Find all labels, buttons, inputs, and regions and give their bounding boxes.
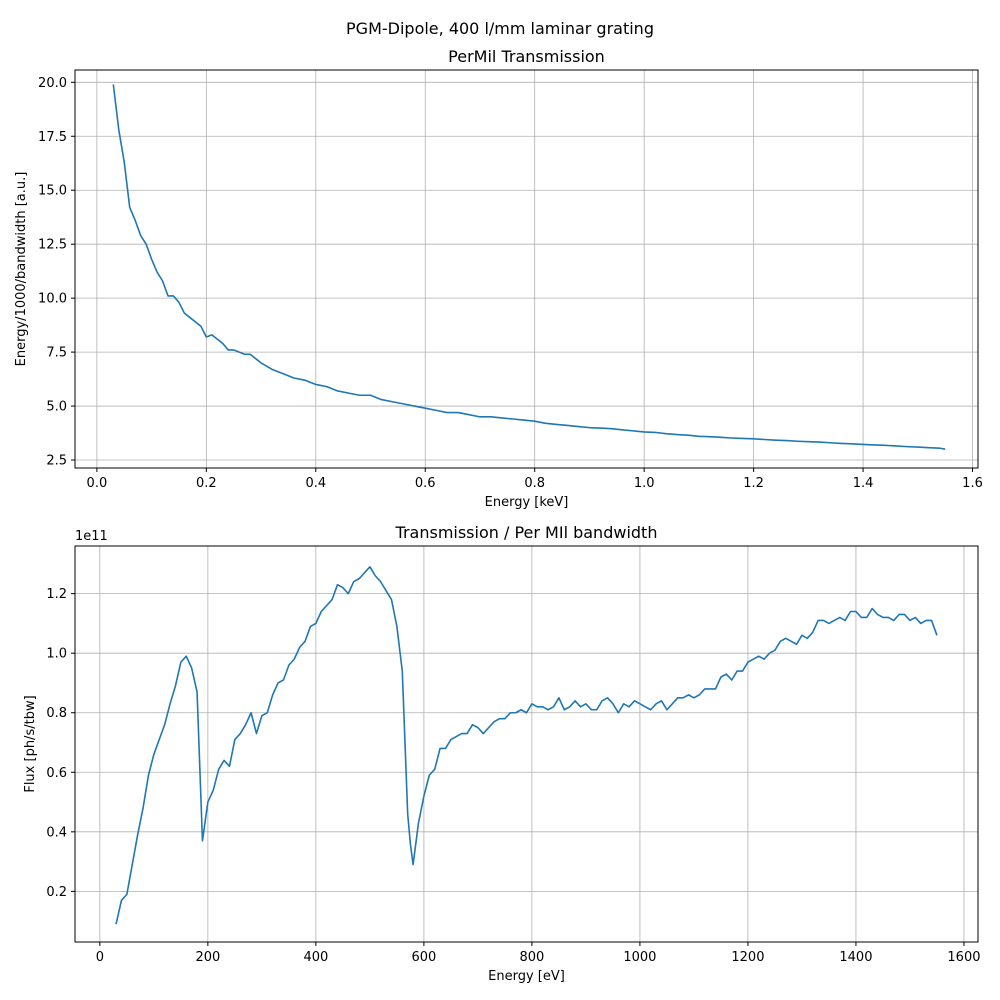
- chart-2-ytick-label: 0.6: [46, 766, 67, 781]
- chart-2-xtick-label: 400: [303, 950, 328, 965]
- chart-1-xtick-label: 0.4: [305, 476, 326, 491]
- chart-2-xtick-label: 1400: [839, 950, 872, 965]
- chart-2-ylabel: Flux [ph/s/tbw]: [23, 695, 38, 792]
- chart-1-ytick-label: 12.5: [38, 238, 67, 253]
- chart-1-ytick-label: 17.5: [38, 130, 67, 145]
- chart-2-xtick-label: 0: [96, 950, 104, 965]
- chart-1-ytick-label: 15.0: [38, 184, 67, 199]
- chart-2-title: Transmission / Per MIl bandwidth: [395, 523, 658, 542]
- chart-2-series-line: [115, 566, 938, 925]
- chart-1-xtick-label: 1.0: [634, 476, 655, 491]
- chart-1-xtick-label: 1.6: [962, 476, 983, 491]
- chart-1-xtick-label: 0.6: [415, 476, 436, 491]
- chart-1-axes: 0.0 0.2 0.4 0.6 0.8 1.0 1.2 1.4 1.6 2.5 5.0 7.5 10.0…: [14, 47, 983, 510]
- chart-1-ytick-label: 20.0: [38, 76, 67, 91]
- chart-2-ytick-label: 1.0: [46, 647, 67, 662]
- chart-2-axes: 0 200 400 600 800 1000 1200 1400 1600 0.2 0.4 0.6 0.…: [23, 523, 981, 984]
- chart-1-xtick-label: 0.0: [87, 476, 108, 491]
- chart-2-ytick-label: 0.2: [46, 885, 67, 900]
- chart-2-xtick-label: 200: [195, 950, 220, 965]
- figure-suptitle: PGM-Dipole, 400 l/mm laminar grating: [346, 19, 654, 38]
- chart-2-xtick-label: 600: [411, 950, 436, 965]
- chart-1-ytick-label: 5.0: [46, 400, 67, 415]
- chart-2-xtick-label: 1200: [731, 950, 764, 965]
- chart-1-xtick-label: 1.4: [853, 476, 874, 491]
- chart-2-xlabel: Energy [eV]: [488, 969, 565, 984]
- chart-1-ylabel: Energy/1000/bandwidth [a.u.]: [14, 172, 29, 367]
- chart-1-ytick-label: 10.0: [38, 292, 67, 307]
- chart-1-series-line: [112, 84, 946, 451]
- chart-1-ytick-label: 7.5: [46, 346, 67, 361]
- chart-1-xtick-label: 0.8: [524, 476, 545, 491]
- chart-2-xtick-label: 1000: [623, 950, 656, 965]
- chart-2-xtick-label: 800: [519, 950, 544, 965]
- chart-2-ytick-label: 0.4: [46, 825, 67, 840]
- chart-2-axes-frame: [74, 545, 979, 943]
- chart-1-title: PerMil Transmission: [448, 47, 605, 66]
- chart-1-xtick-label: 0.2: [196, 476, 217, 491]
- chart-1-xlabel: Energy [keV]: [485, 495, 569, 510]
- chart-2-ytick-label: 1.2: [46, 587, 67, 602]
- chart-2-xtick-label: 1600: [947, 950, 980, 965]
- chart-2-offset-text: 1e11: [75, 529, 108, 544]
- chart-2-ytick-label: 0.8: [46, 706, 67, 721]
- chart-1-axes-frame: [74, 69, 979, 469]
- chart-1-ytick-label: 2.5: [46, 454, 67, 469]
- chart-1-xtick-label: 1.2: [743, 476, 764, 491]
